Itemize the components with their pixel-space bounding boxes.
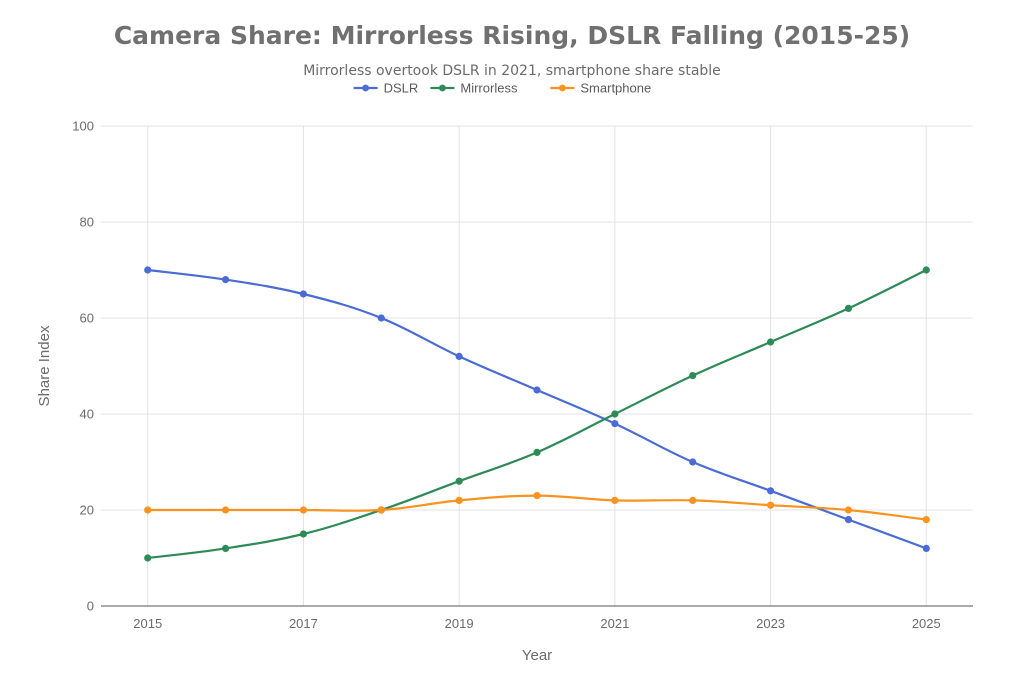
y-tick-label: 60 bbox=[80, 311, 94, 326]
y-tick-label: 100 bbox=[72, 119, 94, 134]
series-dslr bbox=[144, 266, 930, 553]
dslr-point-2022 bbox=[689, 458, 697, 466]
series-group bbox=[144, 266, 930, 562]
legend-marker-dslr bbox=[362, 84, 369, 92]
dslr-point-2024 bbox=[844, 516, 853, 524]
grid-lines bbox=[101, 125, 973, 606]
legend-item-dslr: DSLR bbox=[353, 81, 419, 96]
mirrorless-point-2023 bbox=[766, 338, 775, 346]
smartphone-point-2019 bbox=[455, 496, 463, 504]
y-tick-label: 20 bbox=[80, 503, 94, 518]
x-axis-label: Year bbox=[522, 647, 552, 664]
dslr-point-2019 bbox=[455, 352, 463, 360]
x-tick-label: 2023 bbox=[756, 616, 785, 631]
smartphone-point-2016 bbox=[221, 506, 230, 514]
dslr-point-2018 bbox=[377, 314, 385, 322]
y-tick-label: 0 bbox=[87, 599, 94, 614]
mirrorless-point-2017 bbox=[299, 530, 308, 538]
dslr-point-2015 bbox=[144, 266, 152, 274]
smartphone-point-2017 bbox=[299, 506, 308, 514]
y-tick-label: 40 bbox=[80, 407, 94, 422]
mirrorless-point-2016 bbox=[221, 544, 230, 553]
x-tick-label: 2017 bbox=[289, 616, 318, 631]
dslr-point-2017 bbox=[299, 290, 308, 298]
smartphone-point-2023 bbox=[766, 501, 775, 509]
legend-label-dslr: DSLR bbox=[384, 81, 419, 96]
dslr-point-2020 bbox=[533, 386, 541, 394]
smartphone-point-2015 bbox=[144, 506, 152, 514]
smartphone-point-2024 bbox=[844, 506, 853, 514]
smartphone-line bbox=[146, 494, 928, 521]
y-tick-label: 80 bbox=[80, 215, 94, 230]
smartphone-point-2021 bbox=[611, 496, 619, 504]
chart-subtitle: Mirrorless overtook DSLR in 2021, smartp… bbox=[303, 63, 721, 79]
mirrorless-point-2019 bbox=[455, 477, 463, 485]
dslr-point-2023 bbox=[766, 487, 775, 495]
y-axis-label: Share Index bbox=[36, 325, 53, 406]
x-tick-label: 2021 bbox=[600, 616, 629, 631]
legend-marker-smartphone bbox=[559, 84, 566, 92]
smartphone-point-2022 bbox=[689, 496, 697, 504]
x-tick-label: 2025 bbox=[912, 616, 941, 631]
mirrorless-point-2022 bbox=[689, 372, 697, 380]
mirrorless-point-2025 bbox=[922, 266, 930, 274]
smartphone-point-2025 bbox=[922, 516, 930, 524]
smartphone-point-2018 bbox=[377, 506, 385, 514]
mirrorless-point-2021 bbox=[611, 410, 619, 418]
x-tick-label: 2019 bbox=[445, 616, 474, 631]
legend-marker-mirrorless bbox=[439, 84, 446, 92]
dslr-point-2021 bbox=[611, 420, 619, 428]
legend-label-mirrorless: Mirrorless bbox=[460, 81, 518, 96]
legend-label-smartphone: Smartphone bbox=[580, 81, 651, 96]
dslr-point-2025 bbox=[922, 544, 930, 553]
legend-item-smartphone: Smartphone bbox=[550, 81, 651, 96]
dslr-point-2016 bbox=[221, 276, 230, 284]
mirrorless-point-2024 bbox=[844, 304, 853, 312]
smartphone-point-2020 bbox=[533, 492, 541, 500]
x-axis-ticks: 2015 2017 2019 2021 2023 2025 bbox=[133, 616, 940, 631]
y-axis-ticks: 0 20 40 60 80 100 bbox=[72, 119, 94, 614]
mirrorless-point-2015 bbox=[144, 554, 152, 562]
legend-item-mirrorless: Mirrorless bbox=[430, 81, 518, 96]
series-smartphone bbox=[144, 492, 930, 524]
x-tick-label: 2015 bbox=[133, 616, 162, 631]
chart-title: Camera Share: Mirrorless Rising, DSLR Fa… bbox=[114, 21, 910, 50]
chart-legend: DSLR Mirrorless Smartphone bbox=[353, 81, 651, 96]
mirrorless-point-2020 bbox=[533, 448, 541, 456]
